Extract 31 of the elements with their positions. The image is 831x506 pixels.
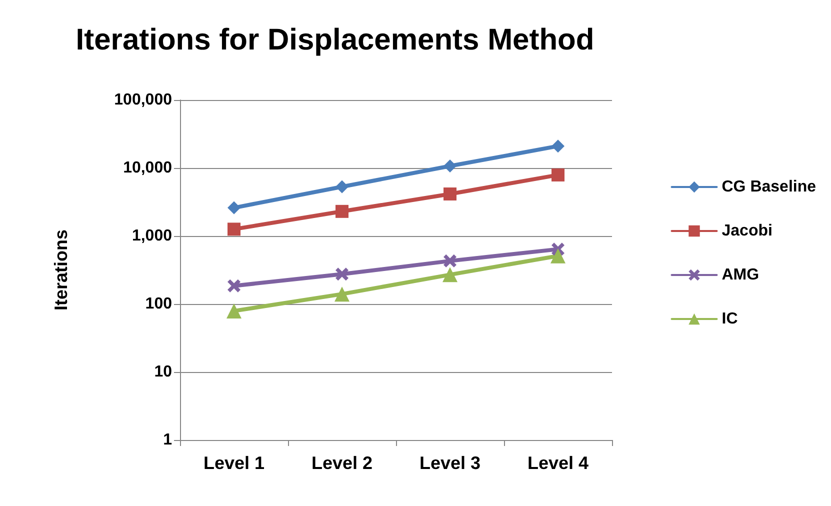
point bbox=[228, 222, 240, 236]
point bbox=[228, 201, 240, 214]
point bbox=[444, 254, 456, 268]
x-tick-label: Level 2 bbox=[311, 453, 373, 473]
legend-label: AMG bbox=[722, 266, 760, 284]
point bbox=[442, 267, 458, 282]
point bbox=[228, 279, 240, 292]
y-tick-label: 100 bbox=[145, 296, 172, 312]
point bbox=[550, 248, 566, 264]
x-tick-label: Level 4 bbox=[527, 453, 589, 473]
legend-label: Jacobi bbox=[722, 222, 772, 240]
legend-label: IC bbox=[722, 310, 738, 328]
y-tick-label: 1 bbox=[163, 432, 172, 448]
x-tick-label: Level 3 bbox=[419, 453, 481, 473]
point bbox=[226, 303, 242, 318]
y-tick-label: 1,000 bbox=[132, 228, 172, 244]
point bbox=[444, 187, 456, 200]
y-tick-label: 10 bbox=[154, 364, 172, 380]
x-tick-label: Level 1 bbox=[203, 453, 265, 473]
point bbox=[334, 286, 350, 302]
y-tick-label: 100,000 bbox=[114, 92, 172, 108]
point bbox=[552, 168, 564, 182]
point bbox=[336, 268, 348, 281]
y-axis-title: Iterations bbox=[51, 229, 71, 311]
point bbox=[444, 160, 456, 172]
point bbox=[336, 204, 348, 218]
chart-title: Iterations for Displacements Method bbox=[76, 24, 594, 56]
point bbox=[336, 180, 348, 194]
point bbox=[552, 140, 564, 153]
legend-label: CG Baseline bbox=[722, 178, 816, 196]
y-tick-label: 10,000 bbox=[123, 160, 172, 176]
